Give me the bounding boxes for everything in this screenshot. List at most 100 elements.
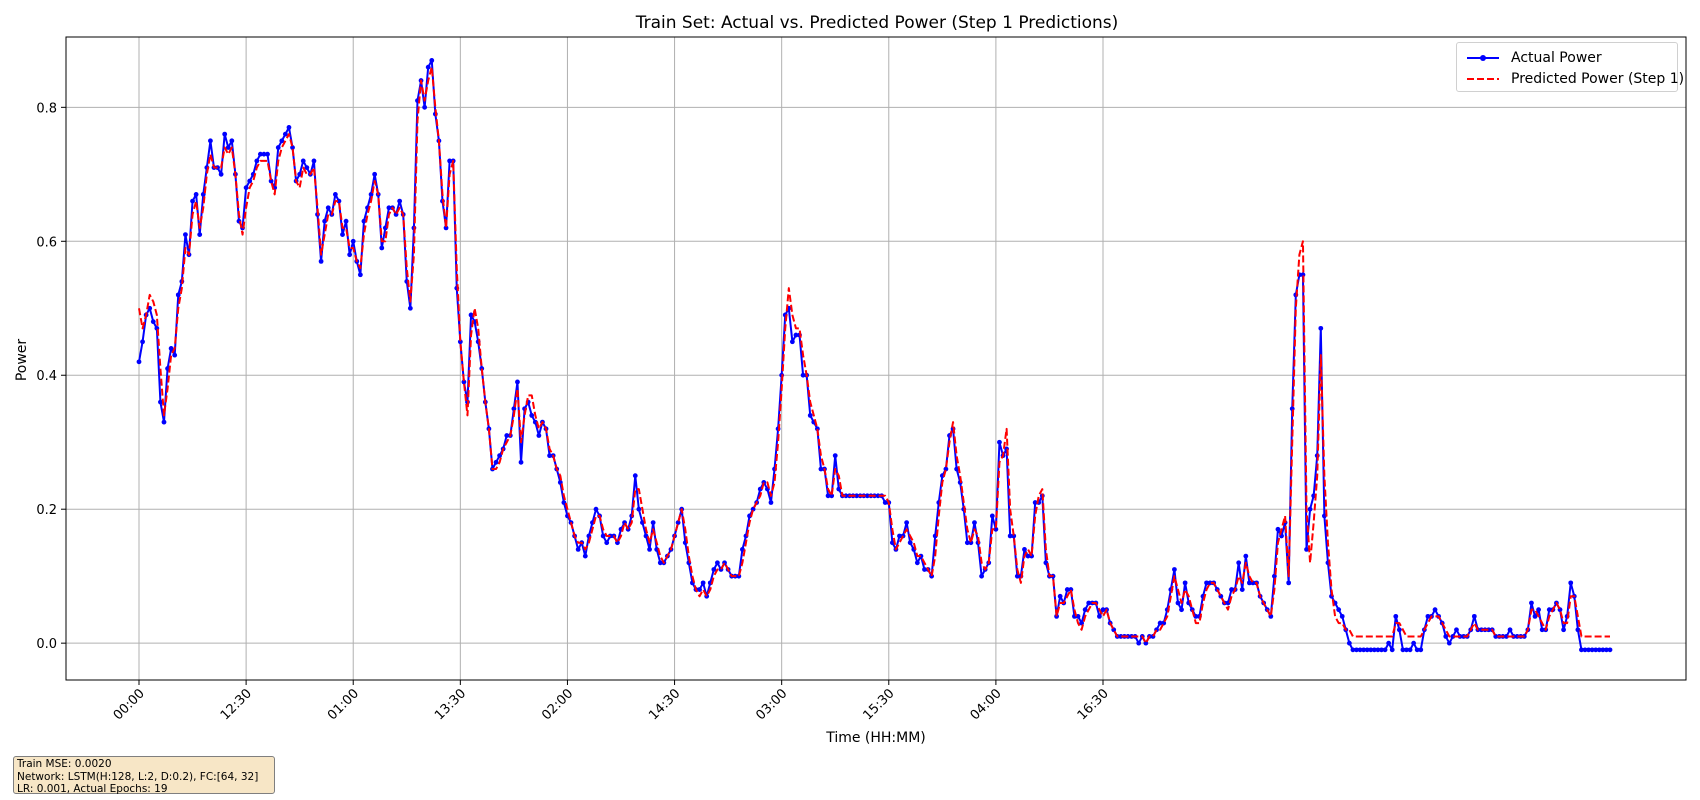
data-point-actual [222,131,228,137]
data-point-actual [993,526,999,532]
data-point-actual [964,540,970,546]
data-point-actual [1064,587,1070,592]
data-point-actual [1425,613,1431,619]
data-point-actual [286,125,292,130]
data-point-actual [457,339,463,345]
data-point-actual [407,305,413,311]
y-tick-label: 0.8 [36,101,57,116]
data-point-actual [311,158,317,164]
data-point-actual [1386,640,1392,646]
data-point-actual [547,453,552,459]
data-point-actual [1236,560,1242,566]
data-point-actual [997,439,1002,445]
data-point-actual [282,131,288,137]
data-point-actual [1382,647,1388,653]
data-point-actual [183,232,188,237]
data-point-actual [243,185,249,191]
data-point-actual [318,258,324,264]
data-point-actual [897,533,902,539]
data-point-actual [1350,647,1356,653]
data-point-actual [1054,613,1059,619]
grid [66,37,1686,680]
data-point-actual [218,171,224,177]
data-point-actual [1086,600,1092,606]
data-point-actual [1504,634,1509,639]
data-point-actual [1568,580,1574,586]
data-point-actual [279,138,285,144]
data-point-actual [1539,627,1545,633]
data-point-actual [1407,647,1413,653]
data-point-actual [972,520,977,525]
legend-marker-actual [1467,55,1499,61]
data-point-actual [304,165,310,171]
data-point-actual [1354,647,1359,653]
data-point-actual [265,151,270,157]
data-point-actual [1275,526,1281,532]
data-point-actual [1486,627,1492,633]
data-point-actual [1514,634,1520,639]
data-point-actual [1411,640,1417,646]
series-markers-actual [136,58,1613,653]
data-point-actual [536,433,542,438]
legend-marker-predicted [1467,78,1499,80]
data-point-actual [1361,647,1367,653]
data-point-actual [190,198,195,204]
data-point-actual [529,413,535,418]
data-point-actual [832,453,838,459]
data-point-actual [347,252,353,258]
data-point-actual [1336,607,1342,613]
data-point-actual [825,493,831,499]
y-axis-label: Power [14,339,30,382]
data-point-actual [650,520,656,525]
data-point-actual [1414,647,1420,653]
data-point-actual [1246,580,1252,586]
data-point-actual [215,165,220,171]
plot-frame [65,36,1687,681]
data-point-actual [1371,647,1377,653]
data-point-actual [700,580,706,586]
data-point-actual [1593,647,1599,653]
data-point-actual [789,339,795,345]
data-point-actual [1179,607,1184,613]
data-point-actual [150,319,156,325]
data-point-actual [372,171,378,177]
info-line-training: LR: 0.001, Actual Epochs: 19 [17,783,168,795]
data-point-actual [340,232,345,237]
data-point-actual [1379,647,1384,653]
x-tick-label: 14:30 [646,686,683,723]
data-point-actual [818,466,824,472]
data-point-actual [1471,613,1477,619]
data-point-actual [1507,627,1513,633]
data-point-actual [136,359,142,365]
data-point-actual [1025,553,1031,559]
legend-item-predicted: Predicted Power (Step 1) [1465,69,1684,89]
data-point-actual [1079,620,1084,626]
data-point-actual [158,399,163,405]
data-point-actual [843,493,849,499]
data-point-actual [907,540,913,546]
data-point-actual [1375,647,1381,653]
data-point-actual [1575,627,1581,633]
data-point-actual [1007,533,1013,539]
series-line-actual [138,59,1610,651]
data-point-actual [386,205,392,211]
data-point-actual [600,533,606,539]
data-point-actual [518,459,524,465]
info-box [13,756,275,794]
legend: Actual Power Predicted Power (Step 1) [1456,42,1684,92]
data-point-actual [1589,647,1595,653]
data-point-actual [632,473,638,479]
x-tick-label: 13:30 [432,686,469,723]
data-point-actual [1396,627,1402,633]
data-point-actual [657,560,663,566]
data-point-actual [1032,500,1038,505]
data-point-actual [504,433,510,438]
x-tick-label: 00:00 [111,686,148,723]
data-point-actual [422,104,428,110]
data-point-actual [1600,647,1606,653]
data-point-actual [361,218,367,224]
data-point-actual [1118,634,1124,639]
data-point-actual [397,198,403,204]
info-text: Train MSE: 0.0020 Network: LSTM(H:128, L:… [17,758,258,796]
